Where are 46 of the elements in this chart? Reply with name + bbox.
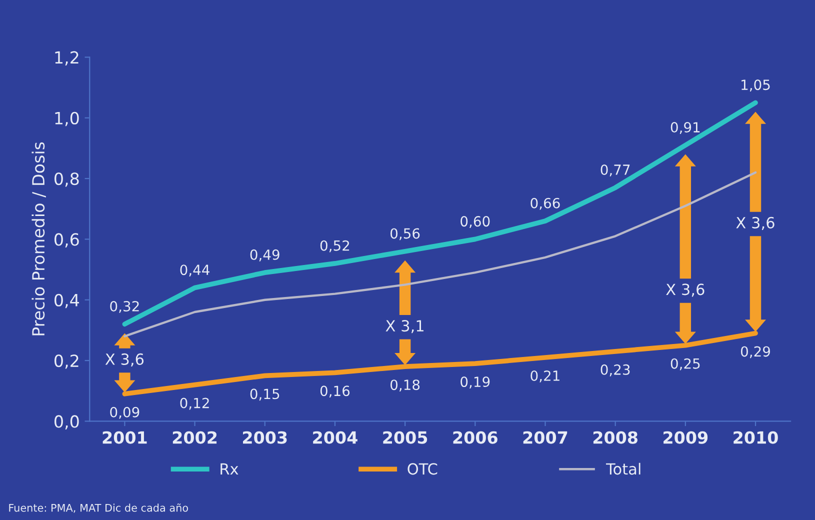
data-label: 0,32 xyxy=(110,300,139,313)
x-tick-label: 2007 xyxy=(523,431,568,444)
y-tick-label: 1,2 xyxy=(55,51,78,66)
data-label: 0,21 xyxy=(530,370,560,382)
data-label: 0,60 xyxy=(460,216,490,228)
data-label: 0,77 xyxy=(600,164,630,176)
data-label: 0,49 xyxy=(250,249,280,262)
legend-label: Rx xyxy=(220,463,238,474)
y-tick-label: 0,6 xyxy=(54,233,79,248)
data-label: 0,56 xyxy=(390,228,420,240)
y-tick-label: 1,0 xyxy=(55,112,79,126)
data-label: 0,25 xyxy=(670,358,700,370)
data-label: 0,52 xyxy=(320,240,350,252)
data-label: 0,66 xyxy=(530,198,560,210)
data-label: 0,15 xyxy=(250,388,280,401)
x-tick-label: 2005 xyxy=(383,431,428,444)
y-tick-label: 0,8 xyxy=(54,172,79,187)
data-label: 0,91 xyxy=(670,122,700,134)
annotation: X 3,6 xyxy=(736,216,774,230)
x-tick-label: 2002 xyxy=(172,431,217,444)
source-note: Fuente: PMA, MAT Dic de cada año xyxy=(9,504,188,513)
y-tick-label: 0,2 xyxy=(54,354,78,369)
y-tick-label: 0,0 xyxy=(54,415,79,430)
annotation: X 3,1 xyxy=(386,320,424,334)
data-label: 0,23 xyxy=(600,364,630,376)
data-label: 0,29 xyxy=(740,346,770,358)
data-label: 0,12 xyxy=(180,398,209,410)
data-label: 0,18 xyxy=(390,380,420,392)
annotation: X 3,6 xyxy=(105,353,144,367)
x-tick-label: 2003 xyxy=(243,431,287,444)
x-tick-label: 2004 xyxy=(313,431,358,444)
x-tick-label: 2001 xyxy=(102,431,147,444)
data-label: 0,09 xyxy=(110,406,140,419)
x-tick-label: 2006 xyxy=(453,431,498,444)
legend-label: OTC xyxy=(408,463,438,475)
y-tick-label: 0,4 xyxy=(54,294,79,308)
legend-label: Total xyxy=(606,462,640,475)
data-label: 1,05 xyxy=(742,80,770,92)
y-axis-title: Precio Promedio / Dosis xyxy=(32,142,46,336)
annotation: X 3,6 xyxy=(666,284,704,297)
data-label: 0,44 xyxy=(180,264,210,277)
x-tick-label: 2010 xyxy=(734,431,778,444)
data-label: 0,19 xyxy=(460,376,490,388)
data-label: 0,16 xyxy=(320,386,350,398)
x-tick-label: 2008 xyxy=(593,431,638,444)
x-tick-label: 2009 xyxy=(664,431,708,444)
